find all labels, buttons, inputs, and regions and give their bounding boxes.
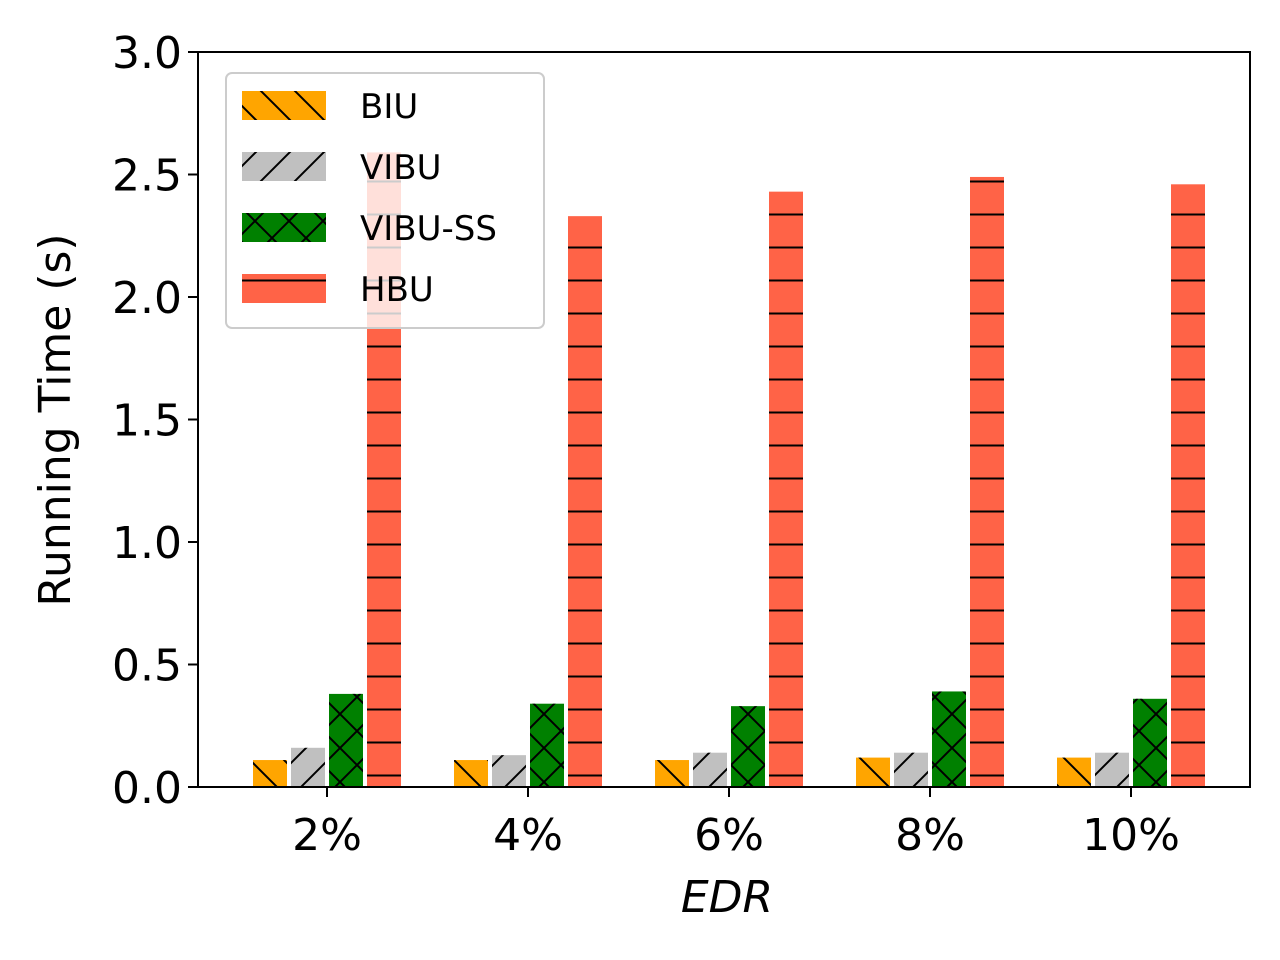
bars-group [253,152,1205,788]
bar-hatch-vibu-6pct [693,752,727,787]
x-tick-label: 10% [1082,810,1180,861]
legend-swatch-hatch-vibu [242,152,326,181]
bar-hatch-hbu-10pct [1171,184,1205,788]
legend-label-biu: BIU [360,87,418,127]
y-tick-label: 3.0 [112,28,182,79]
bar-hatch-biu-8pct [856,757,890,787]
legend-box [225,72,545,329]
legend-swatch-hatch-vibu-ss [242,213,326,242]
bar-hatch-biu-2pct [253,760,287,787]
bar-hatch-vibu-2pct [291,747,325,787]
y-tick-label: 2.0 [112,273,182,324]
legend-swatch-hatch-hbu [242,274,326,303]
bar-hatch-biu-6pct [655,760,689,787]
bar-hatch-hbu-6pct [769,191,803,787]
bar-hatch-vibu-ss-6pct [731,706,765,787]
x-tick-label: 4% [493,810,563,861]
bar-hatch-vibu-ss-10pct [1133,698,1167,787]
y-tick-label: 1.0 [112,518,182,569]
bar-hatch-hbu-8pct [970,176,1004,787]
bar-hatch-vibu-ss-2pct [329,693,363,787]
bar-hatch-vibu-10pct [1095,752,1129,787]
legend: BIU VIBU VIBU-SS HBU [225,72,545,329]
bar-hatch-biu-4pct [454,760,488,787]
y-tick-label: 0.0 [112,763,182,814]
bar-hatch-vibu-ss-8pct [932,691,966,787]
bar-hatch-vibu-4pct [492,755,526,787]
bar-hatch-biu-10pct [1057,757,1091,787]
legend-swatch-hatch-biu [242,91,326,120]
y-tick-label: 1.5 [112,396,182,447]
legend-label-vibu: VIBU [360,148,442,188]
bar-hatch-vibu-ss-4pct [530,703,564,787]
x-tick-label: 2% [292,810,362,861]
y-tick-label: 0.5 [112,641,182,692]
x-axis: 2% 4% 6% 8% 10% [292,787,1180,861]
legend-label-vibu-ss: VIBU-SS [360,209,497,249]
x-tick-label: 6% [694,810,764,861]
x-axis-label: EDR [681,872,773,923]
y-axis: 0.0 0.5 1.0 1.5 2.0 2.5 3.0 [112,28,198,814]
y-axis-label: Running Time (s) [30,233,81,606]
y-tick-label: 2.5 [112,151,182,202]
bar-hatch-vibu-8pct [894,752,928,787]
x-tick-label: 8% [895,810,965,861]
legend-label-hbu: HBU [360,270,434,310]
bar-hatch-hbu-4pct [568,216,602,787]
